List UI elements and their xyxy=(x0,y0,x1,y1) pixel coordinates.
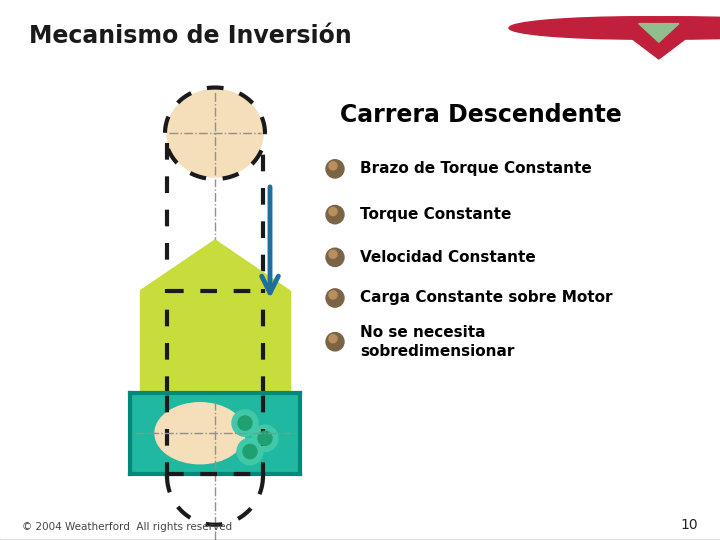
Circle shape xyxy=(329,335,337,343)
Ellipse shape xyxy=(155,403,245,464)
Circle shape xyxy=(326,160,344,178)
Circle shape xyxy=(326,206,344,224)
Text: No se necesita
sobredimensionar: No se necesita sobredimensionar xyxy=(360,325,514,359)
Polygon shape xyxy=(612,24,706,59)
Polygon shape xyxy=(639,24,679,42)
Circle shape xyxy=(252,425,278,451)
Text: Mecanismo de Inversión: Mecanismo de Inversión xyxy=(29,24,351,48)
Circle shape xyxy=(549,17,720,39)
Bar xyxy=(130,393,300,474)
Text: Carga Constante sobre Motor: Carga Constante sobre Motor xyxy=(360,291,613,306)
Circle shape xyxy=(329,162,337,170)
Text: 10: 10 xyxy=(681,518,698,532)
Circle shape xyxy=(243,444,257,458)
Circle shape xyxy=(238,416,252,430)
Circle shape xyxy=(326,289,344,307)
Bar xyxy=(140,291,290,393)
Circle shape xyxy=(326,248,344,266)
Ellipse shape xyxy=(167,90,263,177)
Circle shape xyxy=(509,17,720,39)
Text: Carrera Descendente: Carrera Descendente xyxy=(340,103,622,127)
Circle shape xyxy=(258,431,272,446)
Text: Brazo de Torque Constante: Brazo de Torque Constante xyxy=(360,161,592,177)
Circle shape xyxy=(237,438,263,465)
Circle shape xyxy=(329,207,337,215)
Circle shape xyxy=(329,250,337,258)
Circle shape xyxy=(326,333,344,351)
Text: Velocidad Constante: Velocidad Constante xyxy=(360,250,536,265)
Circle shape xyxy=(232,410,258,436)
Circle shape xyxy=(329,291,337,299)
Text: Torque Constante: Torque Constante xyxy=(360,207,511,222)
Polygon shape xyxy=(140,240,290,291)
Text: © 2004 Weatherford  All rights reserved: © 2004 Weatherford All rights reserved xyxy=(22,522,232,532)
